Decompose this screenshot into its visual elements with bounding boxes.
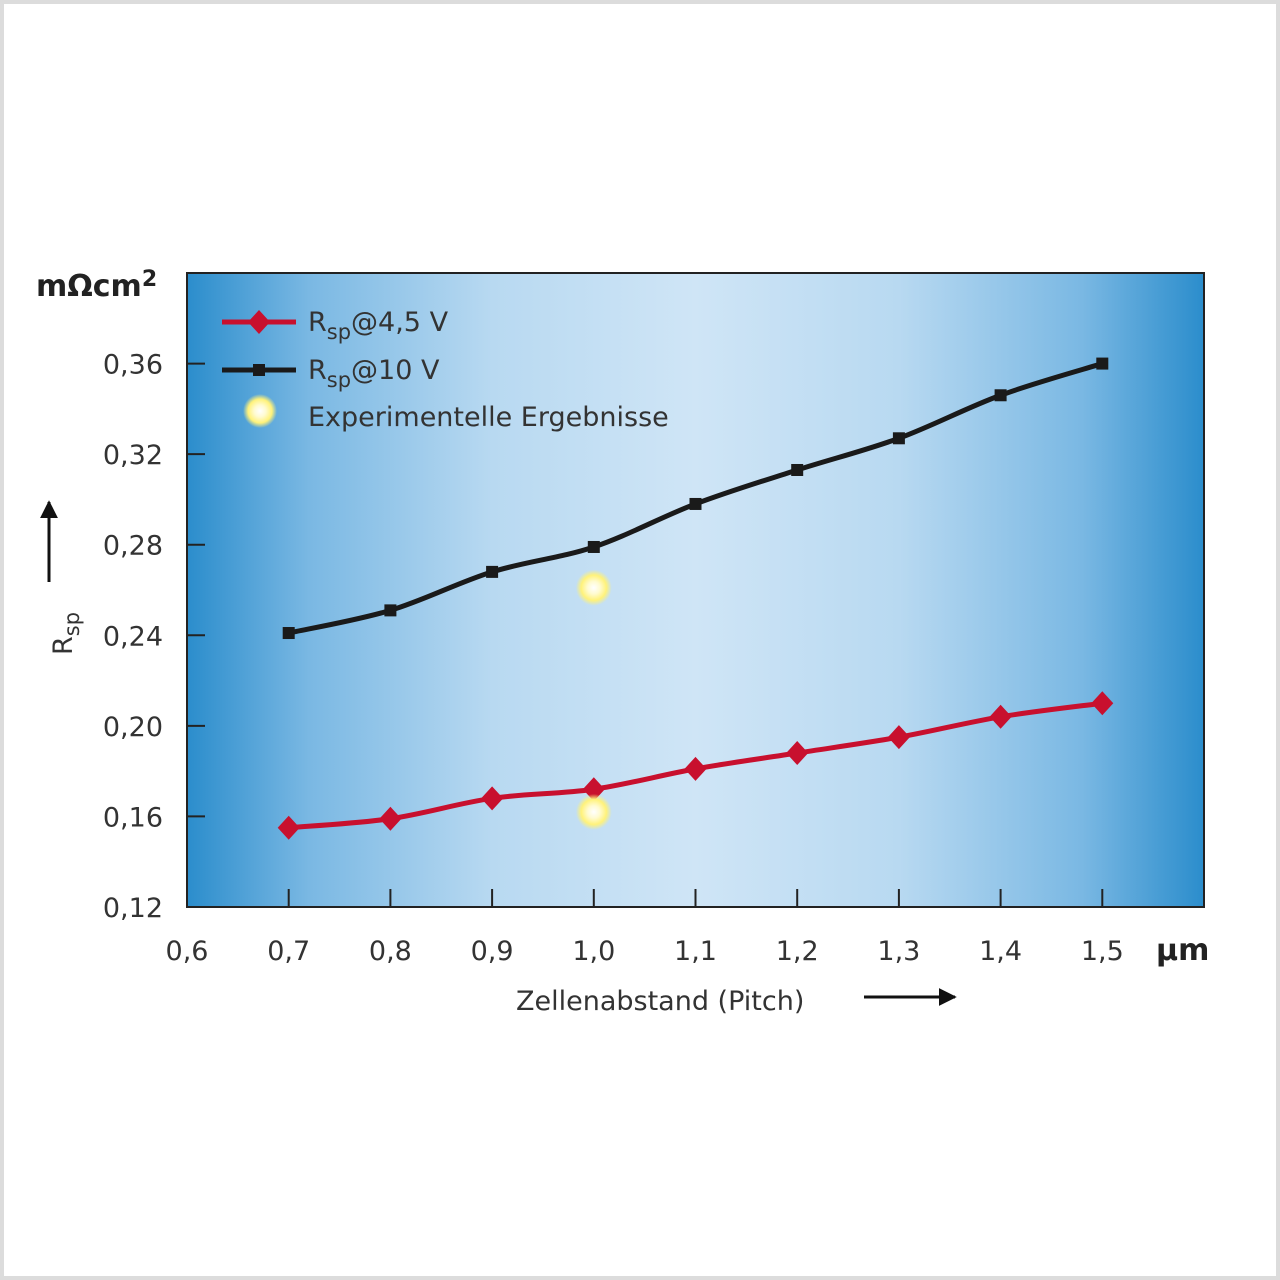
legend-item: Rsp@10 V [222,355,440,392]
legend-swatch-marker [248,310,270,334]
y-axis-ticks: 0,12 0,16 0,20 0,24 0,28 0,32 0,36 [103,350,205,924]
x-tick-label: 1,4 [979,936,1022,967]
data-point [587,540,600,553]
x-axis-unit: µm [1156,933,1209,968]
x-tick-label: 1,2 [776,936,819,967]
series-layer [277,357,1114,840]
data-point [689,497,702,510]
x-tick-label: 0,9 [471,936,514,967]
data-point [791,463,804,476]
x-tick-label: 1,3 [877,936,920,967]
series-3 [575,569,612,830]
legend-swatch [243,394,277,428]
x-axis-ticks: 0,6 0,7 0,8 0,9 1,0 1,1 1,2 1,3 1,4 1,5 [166,889,1124,967]
data-point [994,389,1007,402]
x-tick-label: 0,6 [166,936,209,967]
y-axis-label: Rsp [48,612,84,655]
data-point [282,627,295,640]
y-tick-label: 0,32 [103,440,163,471]
y-tick-label: 0,36 [103,350,163,381]
svg-text:Rsp: Rsp [48,612,84,655]
y-tick-label: 0,16 [103,802,163,833]
x-tick-label: 1,1 [674,936,717,967]
legend-item: Rsp@4,5 V [222,307,449,344]
data-point [481,786,504,811]
data-point [989,704,1012,729]
data-point [384,604,397,617]
legend: Rsp@4,5 V Rsp@10 V Experimentelle Ergebnis… [222,307,669,433]
legend-item: Experimentelle Ergebnisse [243,394,669,433]
x-tick-label: 0,7 [267,936,310,967]
data-point [486,565,499,578]
x-axis-label: Zellenabstand (Pitch) [516,986,804,1017]
data-point [575,569,612,606]
data-point [887,725,910,750]
x-tick-label: 1,0 [572,936,615,967]
legend-swatch-marker [253,364,265,376]
plot-area [186,272,1205,908]
y-axis-unit: mΩcm2 [36,267,157,304]
legend-label: Experimentelle Ergebnisse [308,402,669,433]
legend-label: Rsp@4,5 V [308,307,449,344]
legend-label: Rsp@10 V [308,355,440,392]
data-point [1091,691,1114,716]
data-point [379,806,402,831]
y-tick-label: 0,20 [103,712,163,743]
data-point [786,741,809,766]
y-tick-label: 0,24 [103,621,163,652]
x-tick-label: 1,5 [1081,936,1124,967]
data-point [1096,357,1109,370]
y-tick-label: 0,28 [103,531,163,562]
data-point [684,756,707,781]
x-tick-label: 0,8 [369,936,412,967]
series-2 [282,357,1109,640]
data-point [575,793,612,830]
y-tick-label: 0,12 [103,893,163,924]
data-point [277,815,300,840]
data-point [892,432,905,445]
